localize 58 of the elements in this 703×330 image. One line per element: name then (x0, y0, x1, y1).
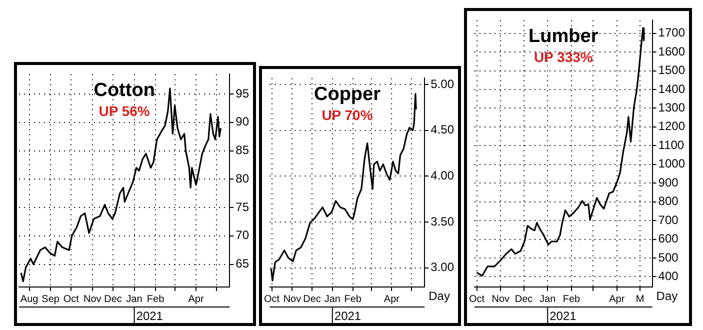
x-tick-label: Feb (344, 294, 362, 305)
y-tick-label: 600 (658, 232, 679, 246)
y-tick-label: 1400 (658, 82, 686, 96)
y-tick-label: 800 (658, 194, 679, 208)
x-tick-label: Apr (609, 294, 626, 305)
x-tick-label: Apr (384, 294, 400, 305)
text: 2021 (136, 309, 164, 323)
y-tick-label: 80 (236, 171, 250, 186)
x-tick-label: Nov (492, 294, 510, 305)
x-tick-label: Jan (540, 294, 556, 305)
y-tick-label: 75 (236, 200, 250, 214)
x-tick-label: M (636, 294, 644, 305)
y-tick-label: 400 (658, 269, 679, 284)
y-tick-label: 3.50 (430, 214, 454, 228)
x-tick-label: Jan (126, 294, 142, 305)
y-tick-label: 1200 (658, 119, 686, 134)
x-tick-label: Feb (562, 294, 581, 305)
x-tick-label: Sep (42, 294, 60, 305)
y-tick-label: 900 (658, 175, 679, 190)
y-tick-label: 1500 (658, 63, 686, 78)
y-tick-label: 500 (658, 250, 679, 264)
text: UP 333% (534, 49, 594, 66)
text: UP 56% (98, 103, 150, 120)
y-tick-label: 70 (236, 228, 250, 242)
y-tick-label: 65 (236, 256, 250, 271)
y-tick-label: 1700 (658, 26, 686, 40)
x-tick-label: Oct (63, 294, 80, 305)
x-tick-label: Dec (514, 294, 533, 305)
x-tick-label: Dec (104, 294, 122, 305)
x-tick-label: Nov (283, 294, 302, 305)
y-tick-label: 1100 (658, 138, 684, 152)
y-tick-label: 1300 (658, 100, 686, 115)
x-tick-label: Jan (324, 294, 340, 305)
text: 2021 (550, 309, 577, 323)
y-tick-label: 95 (236, 86, 250, 100)
y-tick-label: 5.00 (430, 76, 454, 91)
x-tick-label: Oct (469, 294, 485, 305)
x-tick-label: Apr (188, 294, 204, 305)
y-tick-label: 85 (236, 143, 250, 158)
y-tick-label: 90 (236, 114, 250, 129)
y-tick-label: 4.00 (430, 168, 454, 182)
y-tick-label: 700 (658, 212, 679, 227)
x-tick-label: Feb (146, 294, 165, 305)
x-tick-label: Oct (264, 294, 280, 305)
x-tick-label: Nov (84, 294, 102, 305)
chart-title: Copper (314, 84, 382, 106)
chart-title: Lumber (528, 26, 599, 48)
chart-title: Cotton (94, 80, 155, 102)
text: Day (428, 289, 450, 303)
text: 2021 (334, 309, 362, 323)
x-tick-label: Dec (303, 294, 321, 305)
y-tick-label: 4.50 (430, 122, 454, 137)
y-tick-label: 1600 (658, 44, 686, 58)
y-tick-label: 1000 (658, 156, 686, 171)
text: UP 70% (322, 107, 374, 124)
x-tick-label: Aug (20, 294, 38, 305)
text: Day (656, 289, 678, 303)
y-tick-label: 3.00 (430, 260, 454, 274)
